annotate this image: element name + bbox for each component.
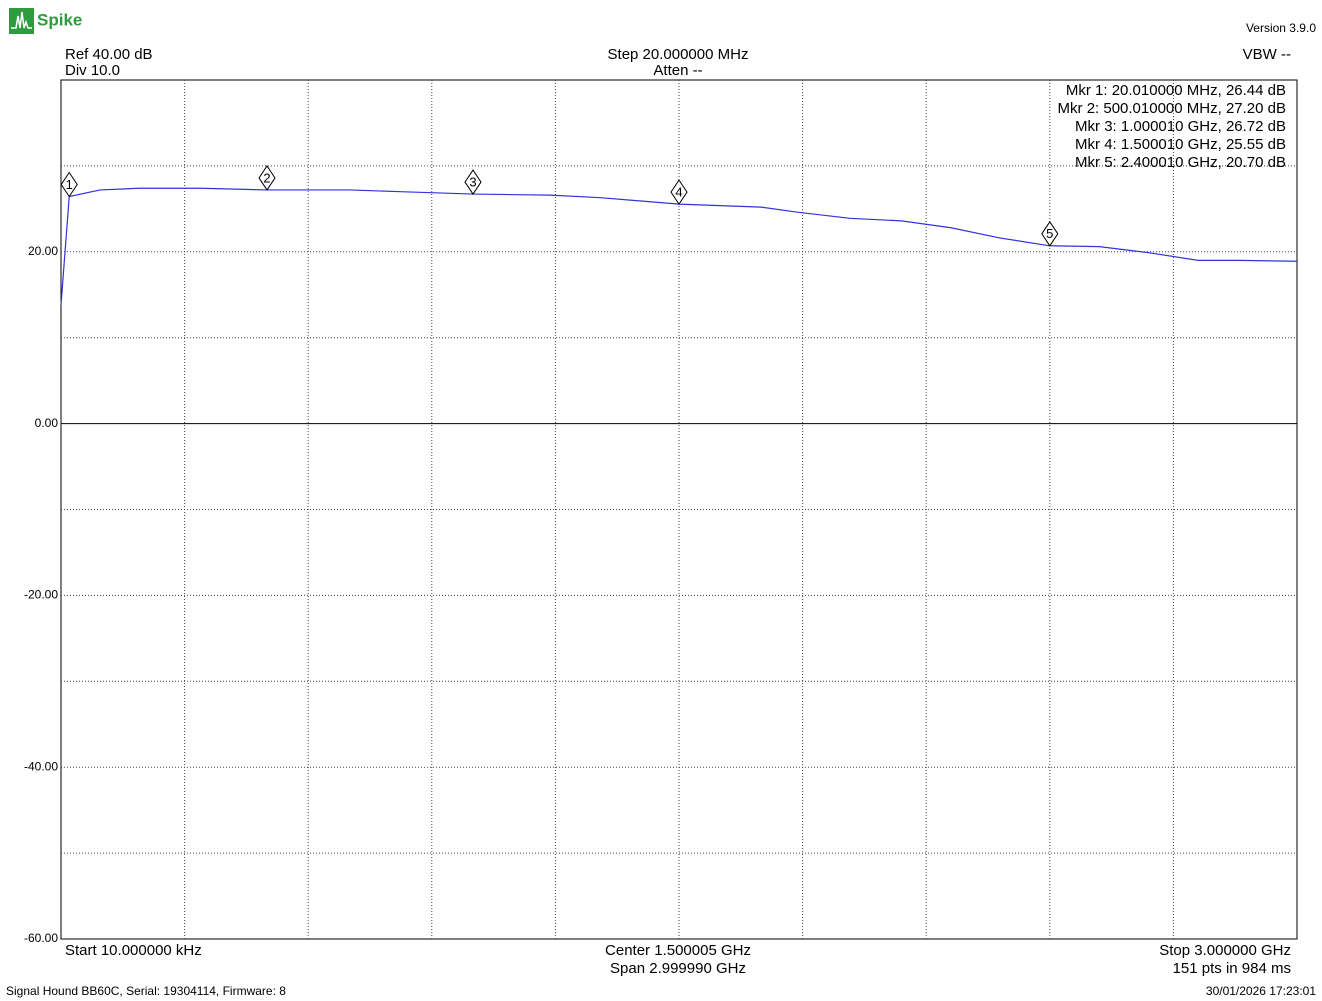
y-tick-label: 20.00 — [28, 244, 58, 258]
marker-label: 2 — [263, 170, 270, 185]
marker-readout: Mkr 2: 500.010000 MHz, 27.20 dB — [1058, 100, 1286, 117]
version: Version 3.9.0 — [1246, 21, 1316, 35]
span: Span 2.999990 GHz — [610, 960, 746, 977]
marker-readout: Mkr 4: 1.500010 GHz, 25.55 dB — [1075, 136, 1286, 153]
marker-label: 4 — [675, 185, 682, 200]
marker-diamond — [258, 165, 276, 191]
center-freq: Center 1.500005 GHz — [605, 942, 751, 959]
timestamp: 30/01/2026 17:23:01 — [1206, 984, 1316, 998]
y-tick-label: -40.00 — [24, 759, 58, 773]
ref-level: Ref 40.00 dB — [65, 46, 153, 63]
div: Div 10.0 — [65, 62, 120, 79]
marker-diamond — [60, 171, 78, 198]
marker-label: 3 — [469, 175, 476, 190]
marker-label: 5 — [1046, 226, 1053, 241]
atten: Atten -- — [653, 62, 702, 79]
logo-text: Spike — [37, 10, 82, 29]
y-tick-label: -20.00 — [24, 588, 58, 602]
step: Step 20.000000 MHz — [608, 46, 749, 63]
marker-readout: Mkr 3: 1.000010 GHz, 26.72 dB — [1075, 118, 1286, 135]
trace-line — [60, 187, 1298, 306]
marker-label: 1 — [66, 177, 73, 192]
y-tick-label: 0.00 — [35, 416, 59, 430]
marker-diamond — [464, 169, 482, 195]
y-tick-label: -60.00 — [24, 931, 58, 945]
start-freq: Start 10.000000 kHz — [65, 942, 202, 959]
sweep-points: 151 pts in 984 ms — [1173, 960, 1291, 977]
device-info: Signal Hound BB60C, Serial: 19304114, Fi… — [6, 984, 286, 998]
marker-readout: Mkr 1: 20.010000 MHz, 26.44 dB — [1066, 82, 1286, 99]
logo-wave — [11, 11, 32, 29]
marker-readout: Mkr 5: 2.400010 GHz, 20.70 dB — [1075, 154, 1286, 171]
marker-diamond — [1041, 220, 1059, 247]
marker-diamond — [670, 179, 688, 206]
vbw: VBW -- — [1243, 46, 1291, 63]
stop-freq: Stop 3.000000 GHz — [1159, 942, 1291, 959]
